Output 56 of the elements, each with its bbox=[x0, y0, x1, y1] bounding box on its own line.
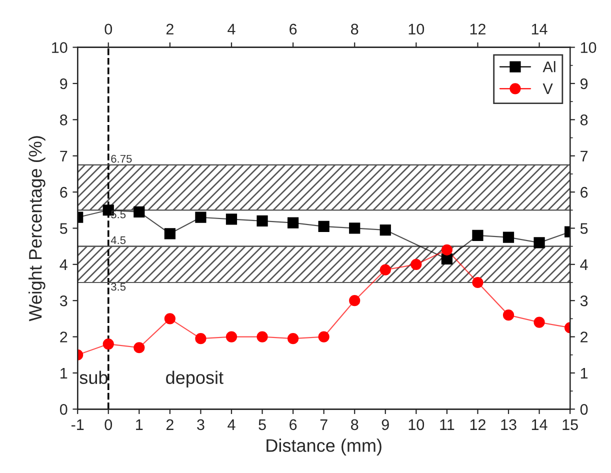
x-tick-label: 7 bbox=[320, 419, 328, 430]
x2-tick-label: 10 bbox=[408, 24, 424, 35]
x-tick-label: 8 bbox=[351, 419, 358, 430]
y2-tick-label: 3 bbox=[580, 295, 588, 306]
x-tick-label: 0 bbox=[104, 419, 112, 430]
x-tick-label: 4 bbox=[228, 419, 236, 430]
x-tick-label: 1 bbox=[136, 419, 143, 430]
x2-tick-label: 4 bbox=[228, 24, 236, 34]
y2-tick-label: 5 bbox=[580, 223, 588, 234]
x-tick-label: 14 bbox=[532, 419, 548, 430]
y-axis-title: Weight Percentage (%) bbox=[28, 136, 46, 322]
y2-tick-label: 6 bbox=[580, 186, 588, 198]
x-tick-label: 5 bbox=[258, 419, 266, 430]
y2-tick-label: 1 bbox=[580, 368, 588, 378]
x-tick-label: -1 bbox=[71, 419, 84, 430]
y-tick-label: 2 bbox=[60, 332, 68, 342]
ref-line-label: 4.5 bbox=[110, 236, 126, 244]
x-tick-label: 13 bbox=[501, 419, 516, 430]
x-tick-label: 3 bbox=[197, 419, 204, 430]
y-tick-label: 7 bbox=[60, 150, 68, 162]
x2-tick-label: 0 bbox=[104, 24, 112, 35]
x2-tick-label: 12 bbox=[470, 24, 486, 34]
y-tick-label: 10 bbox=[52, 42, 68, 53]
y-tick-label: 8 bbox=[60, 114, 68, 126]
y-tick-label: 3 bbox=[60, 295, 68, 306]
ref-line-label: 6.75 bbox=[111, 154, 132, 163]
x-tick-label: 2 bbox=[166, 419, 174, 430]
y2-tick-label: 7 bbox=[580, 150, 588, 162]
legend-label: Al bbox=[542, 61, 556, 72]
x-tick-label: 15 bbox=[562, 419, 578, 430]
y-tick-label: 1 bbox=[60, 368, 68, 378]
x-tick-label: 10 bbox=[408, 419, 424, 430]
y2-tick-label: 4 bbox=[580, 259, 588, 270]
x2-tick-label: 14 bbox=[532, 24, 548, 34]
y2-tick-label: 0 bbox=[580, 404, 588, 415]
y-tick-label: 6 bbox=[60, 186, 68, 198]
x-tick-label: 6 bbox=[290, 419, 297, 430]
x-axis-title: Distance (mm) bbox=[266, 438, 382, 456]
y2-tick-label: 2 bbox=[580, 332, 588, 342]
x-tick-label: 12 bbox=[470, 419, 486, 430]
annotation: sub bbox=[80, 370, 108, 384]
x2-tick-label: 8 bbox=[351, 24, 358, 35]
y2-tick-label: 8 bbox=[580, 114, 588, 126]
x2-tick-label: 2 bbox=[166, 24, 174, 34]
legend-label: V bbox=[542, 83, 553, 94]
y-tick-label: 0 bbox=[60, 404, 68, 415]
y-tick-label: 9 bbox=[60, 78, 68, 90]
ref-line-label: 3.5 bbox=[111, 282, 126, 291]
y2-tick-label: 9 bbox=[580, 78, 588, 90]
y-tick-label: 5 bbox=[60, 223, 68, 234]
x-tick-label: 9 bbox=[382, 419, 389, 430]
y-tick-label: 4 bbox=[60, 259, 68, 270]
x2-tick-label: 6 bbox=[290, 24, 297, 35]
x-tick-label: 11 bbox=[440, 419, 454, 430]
annotation: deposit bbox=[166, 370, 224, 388]
y2-tick-label: 10 bbox=[580, 42, 596, 53]
